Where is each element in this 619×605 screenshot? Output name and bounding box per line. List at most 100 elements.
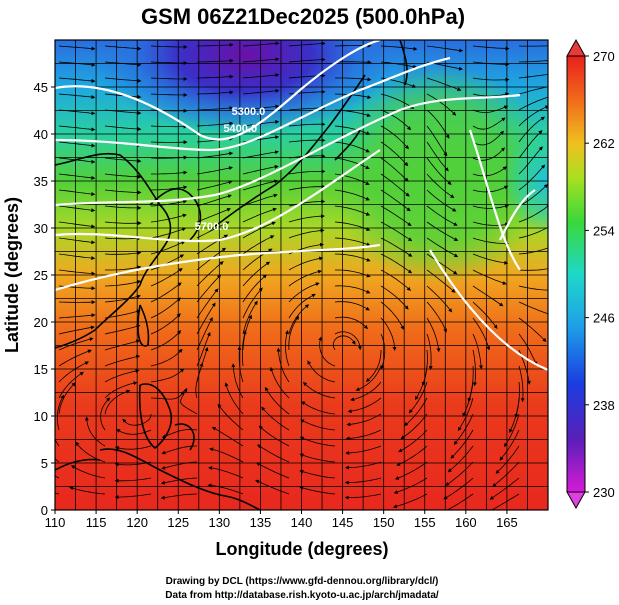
streamline <box>196 288 219 319</box>
streamline <box>211 426 244 447</box>
streamline <box>472 253 509 265</box>
x-tick-label: 145 <box>332 515 354 530</box>
streamline <box>104 93 142 99</box>
streamline <box>104 125 142 131</box>
colorbar-ticks: 270 262 254 246 238 230 <box>585 49 615 500</box>
streamline <box>104 157 142 163</box>
streamline <box>472 333 483 370</box>
streamline <box>242 274 267 303</box>
streamline <box>58 237 96 245</box>
streamline <box>380 45 418 51</box>
streamline <box>518 268 548 271</box>
warm-ridge <box>330 65 548 285</box>
streamline <box>116 428 152 435</box>
streamline <box>104 77 142 83</box>
streamline <box>242 329 247 367</box>
streamline <box>104 189 142 195</box>
streamline <box>472 117 506 130</box>
streamline <box>288 293 316 319</box>
streamline <box>208 466 244 479</box>
streamline <box>104 294 141 303</box>
colorbar-tick-label: 254 <box>593 223 615 238</box>
colorbar-tick-label: 246 <box>593 311 615 326</box>
streamline <box>58 141 96 148</box>
streamline <box>403 397 428 427</box>
streamline <box>426 173 455 198</box>
streamline <box>346 413 382 427</box>
colorbar-tick-label: 270 <box>593 49 615 64</box>
streamline <box>300 419 336 431</box>
streamline <box>518 130 543 159</box>
streamline <box>344 477 382 485</box>
contour-label: 5300.0 <box>232 106 266 118</box>
streamline <box>472 221 510 227</box>
streamline <box>56 394 64 431</box>
streamline <box>104 279 142 287</box>
streamline <box>334 60 372 65</box>
streamline <box>179 387 198 415</box>
streamline <box>380 317 397 351</box>
streamline <box>392 493 428 509</box>
streamline <box>426 285 453 313</box>
streamline <box>255 462 290 479</box>
streamline <box>58 93 96 100</box>
streamline <box>344 493 382 500</box>
streamline <box>242 179 279 191</box>
streamline <box>58 325 95 335</box>
x-tick-label: 150 <box>373 515 395 530</box>
streamline <box>518 317 547 343</box>
streamline <box>380 205 412 227</box>
streamline <box>150 282 182 303</box>
height-contours <box>55 40 548 372</box>
streamline <box>518 164 546 191</box>
x-tick-label: 155 <box>414 515 436 530</box>
streamline <box>347 397 382 414</box>
streamline <box>394 461 428 480</box>
streamline <box>504 413 520 448</box>
x-tick-label: 125 <box>167 515 189 530</box>
streamline <box>426 237 459 258</box>
streamline <box>472 301 498 330</box>
x-tick-label: 135 <box>250 515 272 530</box>
streamline <box>335 77 372 82</box>
streamline <box>114 493 152 500</box>
map-plot: 5300.0 5400.0 5700.0 <box>55 40 548 510</box>
streamline <box>518 105 548 127</box>
y-tick-label: 25 <box>34 268 48 283</box>
streamline <box>334 253 371 262</box>
streamline <box>150 268 183 287</box>
streamline <box>380 109 412 131</box>
streamline <box>487 493 520 510</box>
streamline <box>472 317 491 351</box>
streamline <box>495 445 520 474</box>
streamline <box>447 445 474 473</box>
streamline <box>196 221 230 239</box>
streamline <box>334 93 372 99</box>
streamline <box>499 429 520 461</box>
y-tick-label: 20 <box>34 315 48 330</box>
streamline <box>150 313 181 335</box>
streamline <box>426 189 457 212</box>
y-tick-label: 10 <box>34 409 48 424</box>
streamline <box>380 189 411 212</box>
streamline <box>518 184 548 207</box>
streamline <box>414 365 428 401</box>
contour-label: 5700.0 <box>195 221 229 233</box>
streamline <box>150 330 182 351</box>
y-tick-label: 30 <box>34 221 48 236</box>
streamline <box>450 429 474 459</box>
streamline <box>150 390 185 400</box>
streamline <box>426 141 449 172</box>
streamline <box>104 389 131 415</box>
streamline <box>288 214 325 223</box>
streamline <box>258 425 290 447</box>
x-axis-ticks: 110 115 120 125 130 135 140 145 150 155 160 165 <box>45 510 518 530</box>
y-tick-label: 35 <box>34 174 48 189</box>
streamline <box>104 369 140 383</box>
streamline <box>70 465 106 479</box>
streamline <box>217 403 244 431</box>
streamline <box>380 253 413 274</box>
coastlines <box>55 40 408 510</box>
streamline <box>150 77 188 81</box>
